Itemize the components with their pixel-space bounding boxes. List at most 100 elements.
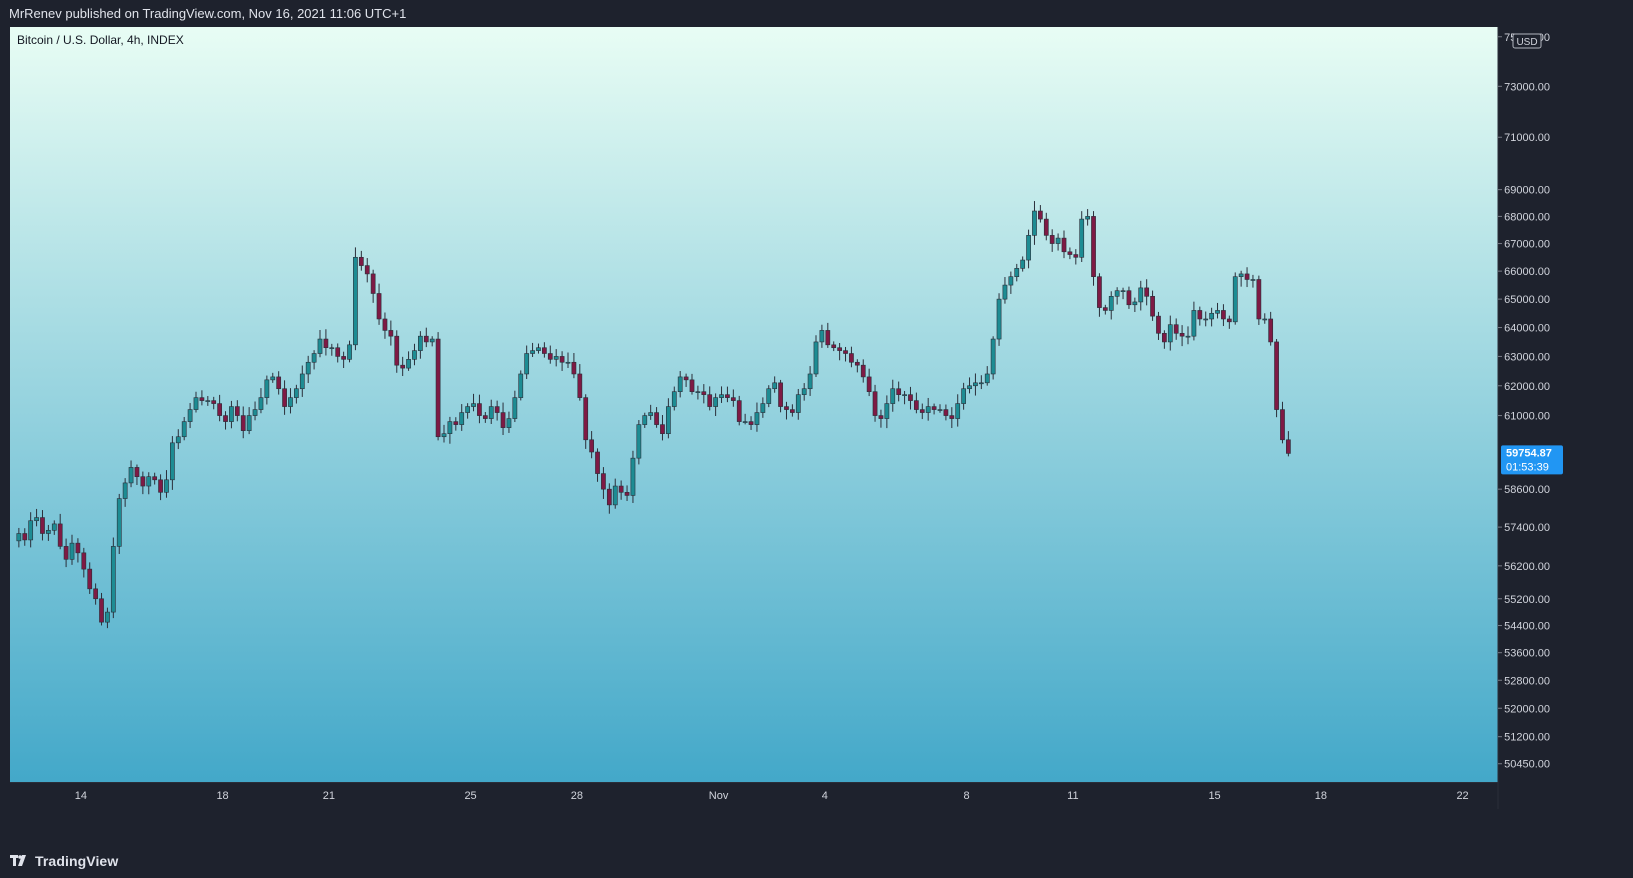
candle-body	[128, 467, 134, 484]
candle	[459, 404, 465, 431]
candle	[1073, 249, 1079, 265]
candle-body	[311, 353, 317, 363]
candle-body	[87, 568, 93, 590]
candle	[577, 364, 583, 401]
candle	[494, 400, 500, 421]
candle-body	[1262, 318, 1268, 321]
candle	[412, 343, 417, 366]
candle	[282, 380, 287, 415]
candle-body	[559, 356, 565, 363]
candle-body	[1108, 296, 1114, 311]
candle	[854, 359, 860, 373]
candle-body	[1274, 341, 1279, 410]
candle-body	[1085, 216, 1090, 220]
candle	[825, 322, 831, 348]
chart-frame[interactable]: 75000.0073000.0071000.0069000.0068000.00…	[10, 27, 1618, 843]
candle	[140, 471, 146, 495]
candle	[949, 407, 955, 429]
price-tick-label: 62000.00	[1504, 381, 1550, 393]
candle	[1215, 302, 1220, 319]
candle-body	[689, 379, 695, 392]
candle-body	[400, 364, 406, 369]
candle	[1262, 313, 1268, 324]
candle-body	[801, 388, 807, 395]
candle	[441, 424, 447, 443]
candle	[860, 359, 866, 383]
candle-body	[28, 520, 34, 541]
candle-body	[742, 421, 748, 423]
chart-title: Bitcoin / U.S. Dollar, 4h, INDEX	[17, 33, 184, 47]
candle-body	[772, 382, 778, 390]
candle-body	[849, 353, 854, 363]
candle-body	[22, 533, 28, 541]
candle-body	[158, 479, 163, 493]
time-tick-label: 22	[1456, 790, 1468, 802]
candle-body	[973, 382, 978, 387]
candle-body	[583, 397, 589, 441]
time-axis-area[interactable]	[10, 784, 1498, 809]
candle	[801, 383, 807, 401]
candle-body	[418, 335, 423, 351]
candle	[937, 404, 943, 413]
price-tick-label: 68000.00	[1504, 211, 1550, 223]
candle-body	[258, 397, 264, 410]
candle-body	[270, 376, 276, 381]
candle	[1203, 311, 1209, 327]
tradingview-logo[interactable]: TradingView	[10, 853, 118, 869]
currency-badge[interactable]: USD	[1512, 33, 1542, 49]
candle	[146, 472, 152, 495]
candle-body	[441, 433, 447, 438]
candle	[453, 417, 459, 431]
candle	[1256, 275, 1262, 325]
candle-body	[571, 361, 577, 375]
candle	[606, 483, 612, 514]
candle-body	[553, 356, 559, 360]
candle	[435, 332, 441, 441]
price-axis-area[interactable]	[1498, 27, 1618, 809]
candle-body	[1073, 254, 1079, 258]
candle	[713, 393, 718, 417]
candle	[69, 534, 75, 565]
candle-body	[1026, 235, 1031, 261]
candle-body	[376, 293, 382, 320]
candle-body	[760, 403, 766, 413]
candle	[1221, 304, 1226, 327]
price-chart[interactable]: 75000.0073000.0071000.0069000.0068000.00…	[10, 27, 1618, 843]
candle	[648, 404, 654, 420]
candle-body	[1091, 216, 1096, 277]
candle-body	[406, 359, 411, 369]
candle-body	[1120, 290, 1126, 292]
candle	[559, 351, 565, 371]
candle	[1126, 286, 1132, 309]
candle-body	[34, 517, 39, 522]
candle	[170, 436, 175, 490]
candle-body	[181, 421, 187, 438]
candle	[99, 592, 104, 626]
plot-area[interactable]	[10, 27, 1498, 782]
candle-body	[636, 424, 642, 459]
candle	[1232, 272, 1238, 325]
candle-body	[825, 330, 831, 346]
candle	[1162, 330, 1167, 349]
time-tick-label: 18	[1315, 790, 1327, 802]
candle	[961, 382, 966, 410]
candle-body	[908, 394, 913, 401]
candle	[1250, 274, 1256, 288]
candle	[902, 390, 907, 405]
candle-body	[1038, 210, 1043, 220]
candle-body	[40, 517, 45, 534]
candle-body	[713, 397, 718, 407]
candle	[258, 388, 264, 414]
candle	[1150, 290, 1155, 321]
candle	[1185, 326, 1191, 345]
candle-body	[482, 415, 488, 419]
candle-body	[606, 488, 612, 506]
candle-body	[1179, 332, 1185, 337]
candle-body	[1173, 324, 1179, 334]
candle	[429, 336, 435, 347]
candle-body	[51, 523, 57, 531]
candle	[299, 365, 305, 397]
candle-body	[707, 394, 713, 407]
candle	[1286, 431, 1291, 457]
candle	[1191, 301, 1197, 341]
